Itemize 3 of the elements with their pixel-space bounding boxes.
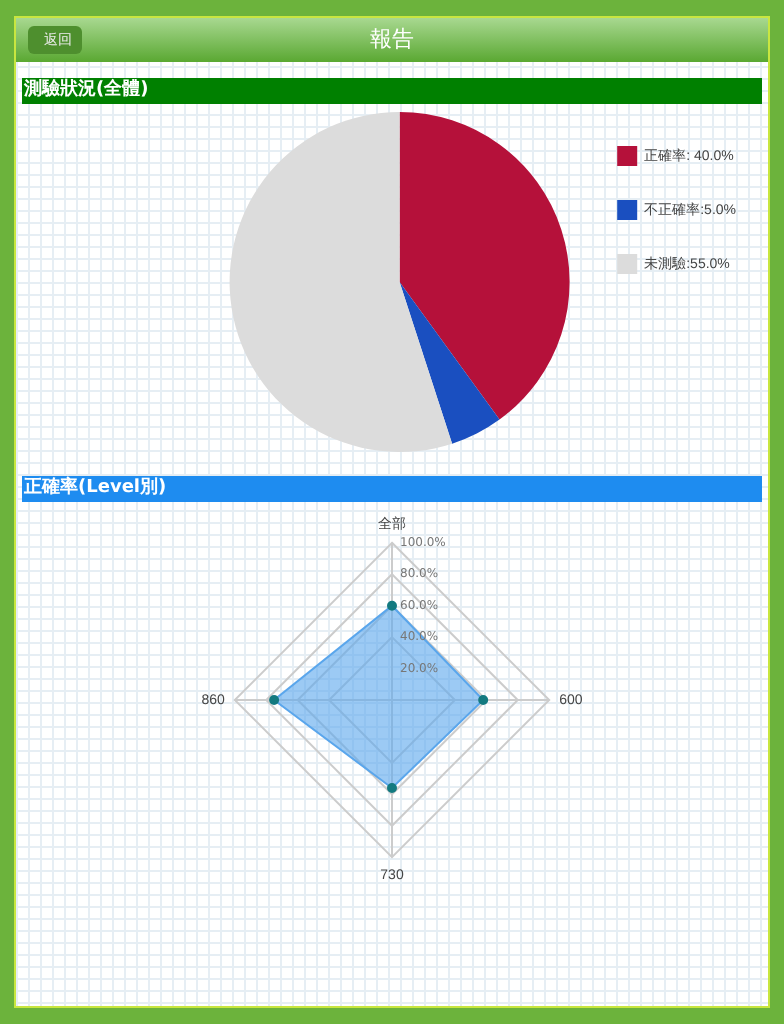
chart-title: 正確率(Level別) bbox=[22, 476, 762, 502]
text: 報告 bbox=[370, 26, 414, 52]
chart-title: 測驗狀況(全體) bbox=[22, 78, 762, 104]
